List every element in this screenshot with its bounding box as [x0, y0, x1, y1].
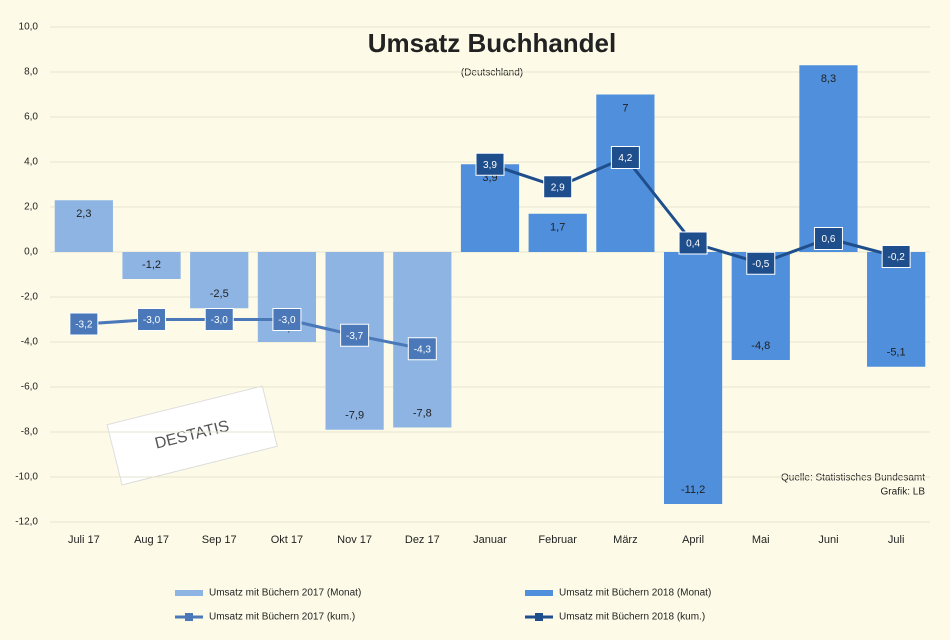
logo: DESTATIS — [106, 385, 278, 486]
source: Quelle: Statistisches Bundesamt — [781, 473, 925, 484]
line-marker — [543, 175, 573, 199]
bar — [528, 213, 587, 252]
bar — [54, 200, 113, 252]
y-tick-label: -4,0 — [21, 337, 39, 348]
y-tick-label: 8,0 — [24, 67, 38, 78]
line-value-label: -0,5 — [752, 259, 770, 270]
line-marker — [678, 231, 708, 255]
line-value-label: 2,9 — [551, 182, 565, 193]
x-tick-label: Aug 17 — [134, 534, 169, 546]
legend-swatch — [185, 613, 193, 621]
line-marker — [610, 146, 640, 169]
y-tick-label: -6,0 — [21, 382, 39, 393]
bar-value-label: -5,1 — [887, 347, 906, 359]
x-tick-label: Okt 17 — [271, 534, 303, 546]
logo-card — [106, 385, 278, 486]
credit: Grafik: LB — [881, 487, 926, 498]
line-marker — [407, 337, 437, 361]
line-value-label: -4,3 — [414, 344, 432, 355]
legend-label: Umsatz mit Büchern 2017 (kum.) — [209, 612, 355, 623]
bar-value-label: 7 — [622, 102, 628, 114]
y-tick-label: 4,0 — [24, 157, 38, 168]
legend-swatch — [535, 613, 543, 621]
line-marker — [813, 227, 843, 250]
x-tick-label: Januar — [473, 534, 507, 546]
x-tick-label: Sep 17 — [202, 534, 237, 546]
legend-label: Umsatz mit Büchern 2018 (kum.) — [559, 612, 705, 623]
x-tick-label: Dez 17 — [405, 534, 440, 546]
x-tick-label: Februar — [538, 534, 577, 546]
y-tick-label: 10,0 — [19, 22, 39, 33]
line-value-label: -3,0 — [211, 315, 229, 326]
bar-value-label: -2,5 — [210, 288, 229, 300]
bar-value-label: 2,3 — [76, 208, 91, 220]
chart-title: Umsatz Buchhandel — [368, 28, 617, 58]
bar-value-label: 1,7 — [550, 222, 565, 234]
x-tick-label: Juli — [888, 534, 905, 546]
line-marker — [475, 152, 505, 176]
x-tick-label: März — [613, 534, 637, 546]
line-marker — [137, 308, 167, 331]
x-tick-label: April — [682, 534, 704, 546]
x-tick-label: Mai — [752, 534, 770, 546]
y-tick-label: -2,0 — [21, 292, 39, 303]
line-value-label: -0,2 — [888, 252, 906, 263]
line-marker — [272, 308, 302, 331]
bar-value-label: -1,2 — [142, 259, 161, 271]
line-value-label: 3,9 — [483, 160, 497, 171]
legend-label: Umsatz mit Büchern 2018 (Monat) — [559, 588, 711, 599]
bar — [799, 65, 858, 252]
line-marker — [881, 245, 911, 268]
y-tick-label: -10,0 — [15, 472, 38, 483]
line-marker — [746, 251, 776, 275]
line-marker — [340, 323, 370, 347]
chart-subtitle: (Deutschland) — [461, 68, 523, 79]
bar-value-label: -11,2 — [681, 484, 705, 496]
bar-value-label: -7,8 — [413, 407, 432, 419]
bar — [190, 252, 249, 309]
line-value-label: -3,0 — [278, 315, 296, 326]
line-value-label: 4,2 — [618, 153, 632, 164]
bar — [122, 252, 181, 279]
bar — [460, 164, 520, 252]
x-tick-label: Juni — [818, 534, 838, 546]
legend-label: Umsatz mit Büchern 2017 (Monat) — [209, 588, 361, 599]
line-value-label: 0,4 — [686, 239, 700, 250]
y-tick-label: 2,0 — [24, 202, 38, 213]
line-marker — [204, 308, 234, 331]
y-tick-label: 6,0 — [24, 112, 38, 123]
bar — [663, 252, 723, 504]
line-marker — [69, 312, 99, 336]
bar — [867, 252, 926, 367]
bar-value-label: -4,8 — [751, 340, 770, 352]
bar-value-label: -7,9 — [345, 410, 364, 422]
x-tick-label: Nov 17 — [337, 534, 372, 546]
y-tick-label: -8,0 — [21, 427, 39, 438]
y-tick-label: -12,0 — [15, 517, 38, 528]
line-value-label: -3,7 — [346, 331, 364, 342]
legend-swatch — [175, 590, 203, 596]
legend-swatch — [525, 590, 553, 596]
bar-value-label: 8,3 — [821, 73, 836, 85]
line-value-label: 0,6 — [822, 234, 836, 245]
y-tick-label: 0,0 — [24, 247, 38, 258]
line-value-label: -3,0 — [143, 315, 161, 326]
bar — [596, 94, 655, 252]
line-value-label: -3,2 — [75, 320, 93, 331]
x-tick-label: Juli 17 — [68, 534, 100, 546]
